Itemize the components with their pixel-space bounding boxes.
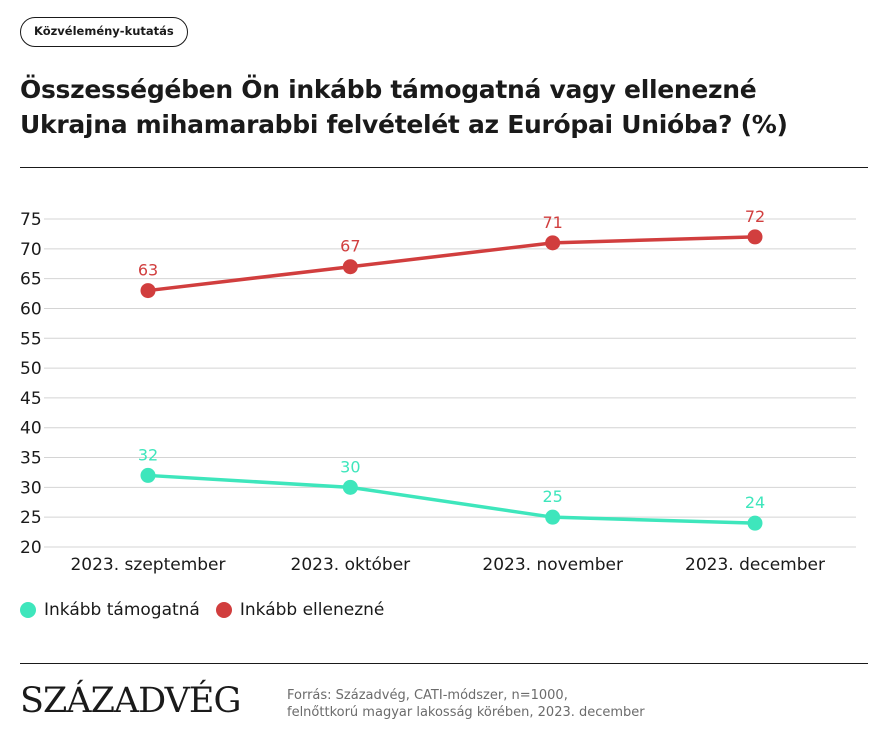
y-tick-label: 25	[20, 508, 42, 528]
y-tick-label: 50	[20, 359, 42, 379]
category-tag: Közvélemény-kutatás	[20, 17, 188, 47]
legend-label: Inkább ellenezné	[239, 600, 385, 620]
x-axis: 2023. szeptember 2023. október 2023. novem…	[70, 555, 824, 575]
data-label: 72	[745, 207, 765, 226]
top-divider	[20, 167, 868, 168]
y-axis: 20 25 30 35 40 45 50 55 60 65 70 75	[20, 210, 42, 558]
legend-dot-icon	[20, 602, 36, 618]
y-tick-label: 60	[20, 299, 42, 319]
y-tick-label: 45	[20, 389, 42, 409]
series-1: 32 30 25 24	[138, 445, 765, 531]
data-point	[747, 515, 763, 531]
y-tick-label: 30	[20, 478, 42, 498]
source-line-2: felnőttkorú magyar lakosság körében, 202…	[287, 705, 645, 720]
x-tick-label: 2023. november	[482, 555, 623, 575]
series-group: 32 30 25 24 63 67 71 72	[138, 207, 765, 531]
series-2: 63 67 71 72	[138, 207, 765, 299]
data-point	[545, 509, 561, 525]
data-point	[140, 283, 156, 299]
data-label: 67	[340, 237, 360, 256]
legend-dot-icon	[215, 602, 232, 618]
legend-label: Inkább támogatná	[44, 600, 200, 620]
data-point	[342, 259, 358, 275]
gridlines	[44, 218, 856, 548]
line-chart: 20 25 30 35 40 45 50 55 60 65 70 75 2023. szeptembe…	[20, 207, 856, 575]
series-line	[146, 473, 757, 525]
data-point	[342, 479, 358, 495]
szazadveg-logo: SZÁZADVÉG	[20, 681, 241, 721]
data-point	[545, 235, 561, 251]
data-label: 63	[138, 261, 158, 280]
data-label: 25	[542, 487, 562, 506]
data-label: 32	[138, 445, 158, 464]
series-line	[146, 235, 757, 293]
y-tick-label: 20	[20, 538, 42, 558]
data-point	[747, 229, 763, 245]
data-label: 24	[745, 493, 765, 512]
bottom-divider	[20, 663, 868, 664]
source-note: Forrás: Századvég, CATI-módszer, n=1000,…	[287, 687, 827, 721]
legend-item: Inkább támogatná	[20, 600, 200, 620]
y-tick-label: 75	[20, 210, 42, 230]
data-point	[140, 467, 156, 483]
chart-title: Összességében Ön inkább támogatná vagy e…	[20, 75, 788, 139]
x-tick-label: 2023. december	[685, 555, 825, 575]
legend: Inkább támogatná Inkább ellenezné	[20, 600, 400, 620]
y-tick-label: 65	[20, 270, 42, 290]
x-tick-label: 2023. október	[291, 555, 411, 575]
data-label: 71	[542, 213, 562, 232]
x-tick-label: 2023. szeptember	[70, 555, 225, 575]
data-label: 30	[340, 457, 360, 476]
source-line-1: Forrás: Századvég, CATI-módszer, n=1000,	[287, 688, 568, 703]
y-tick-label: 70	[20, 240, 42, 260]
y-tick-label: 35	[20, 449, 42, 469]
legend-item: Inkább ellenezné	[215, 600, 385, 620]
y-tick-label: 40	[20, 419, 42, 439]
y-tick-label: 55	[20, 329, 42, 349]
